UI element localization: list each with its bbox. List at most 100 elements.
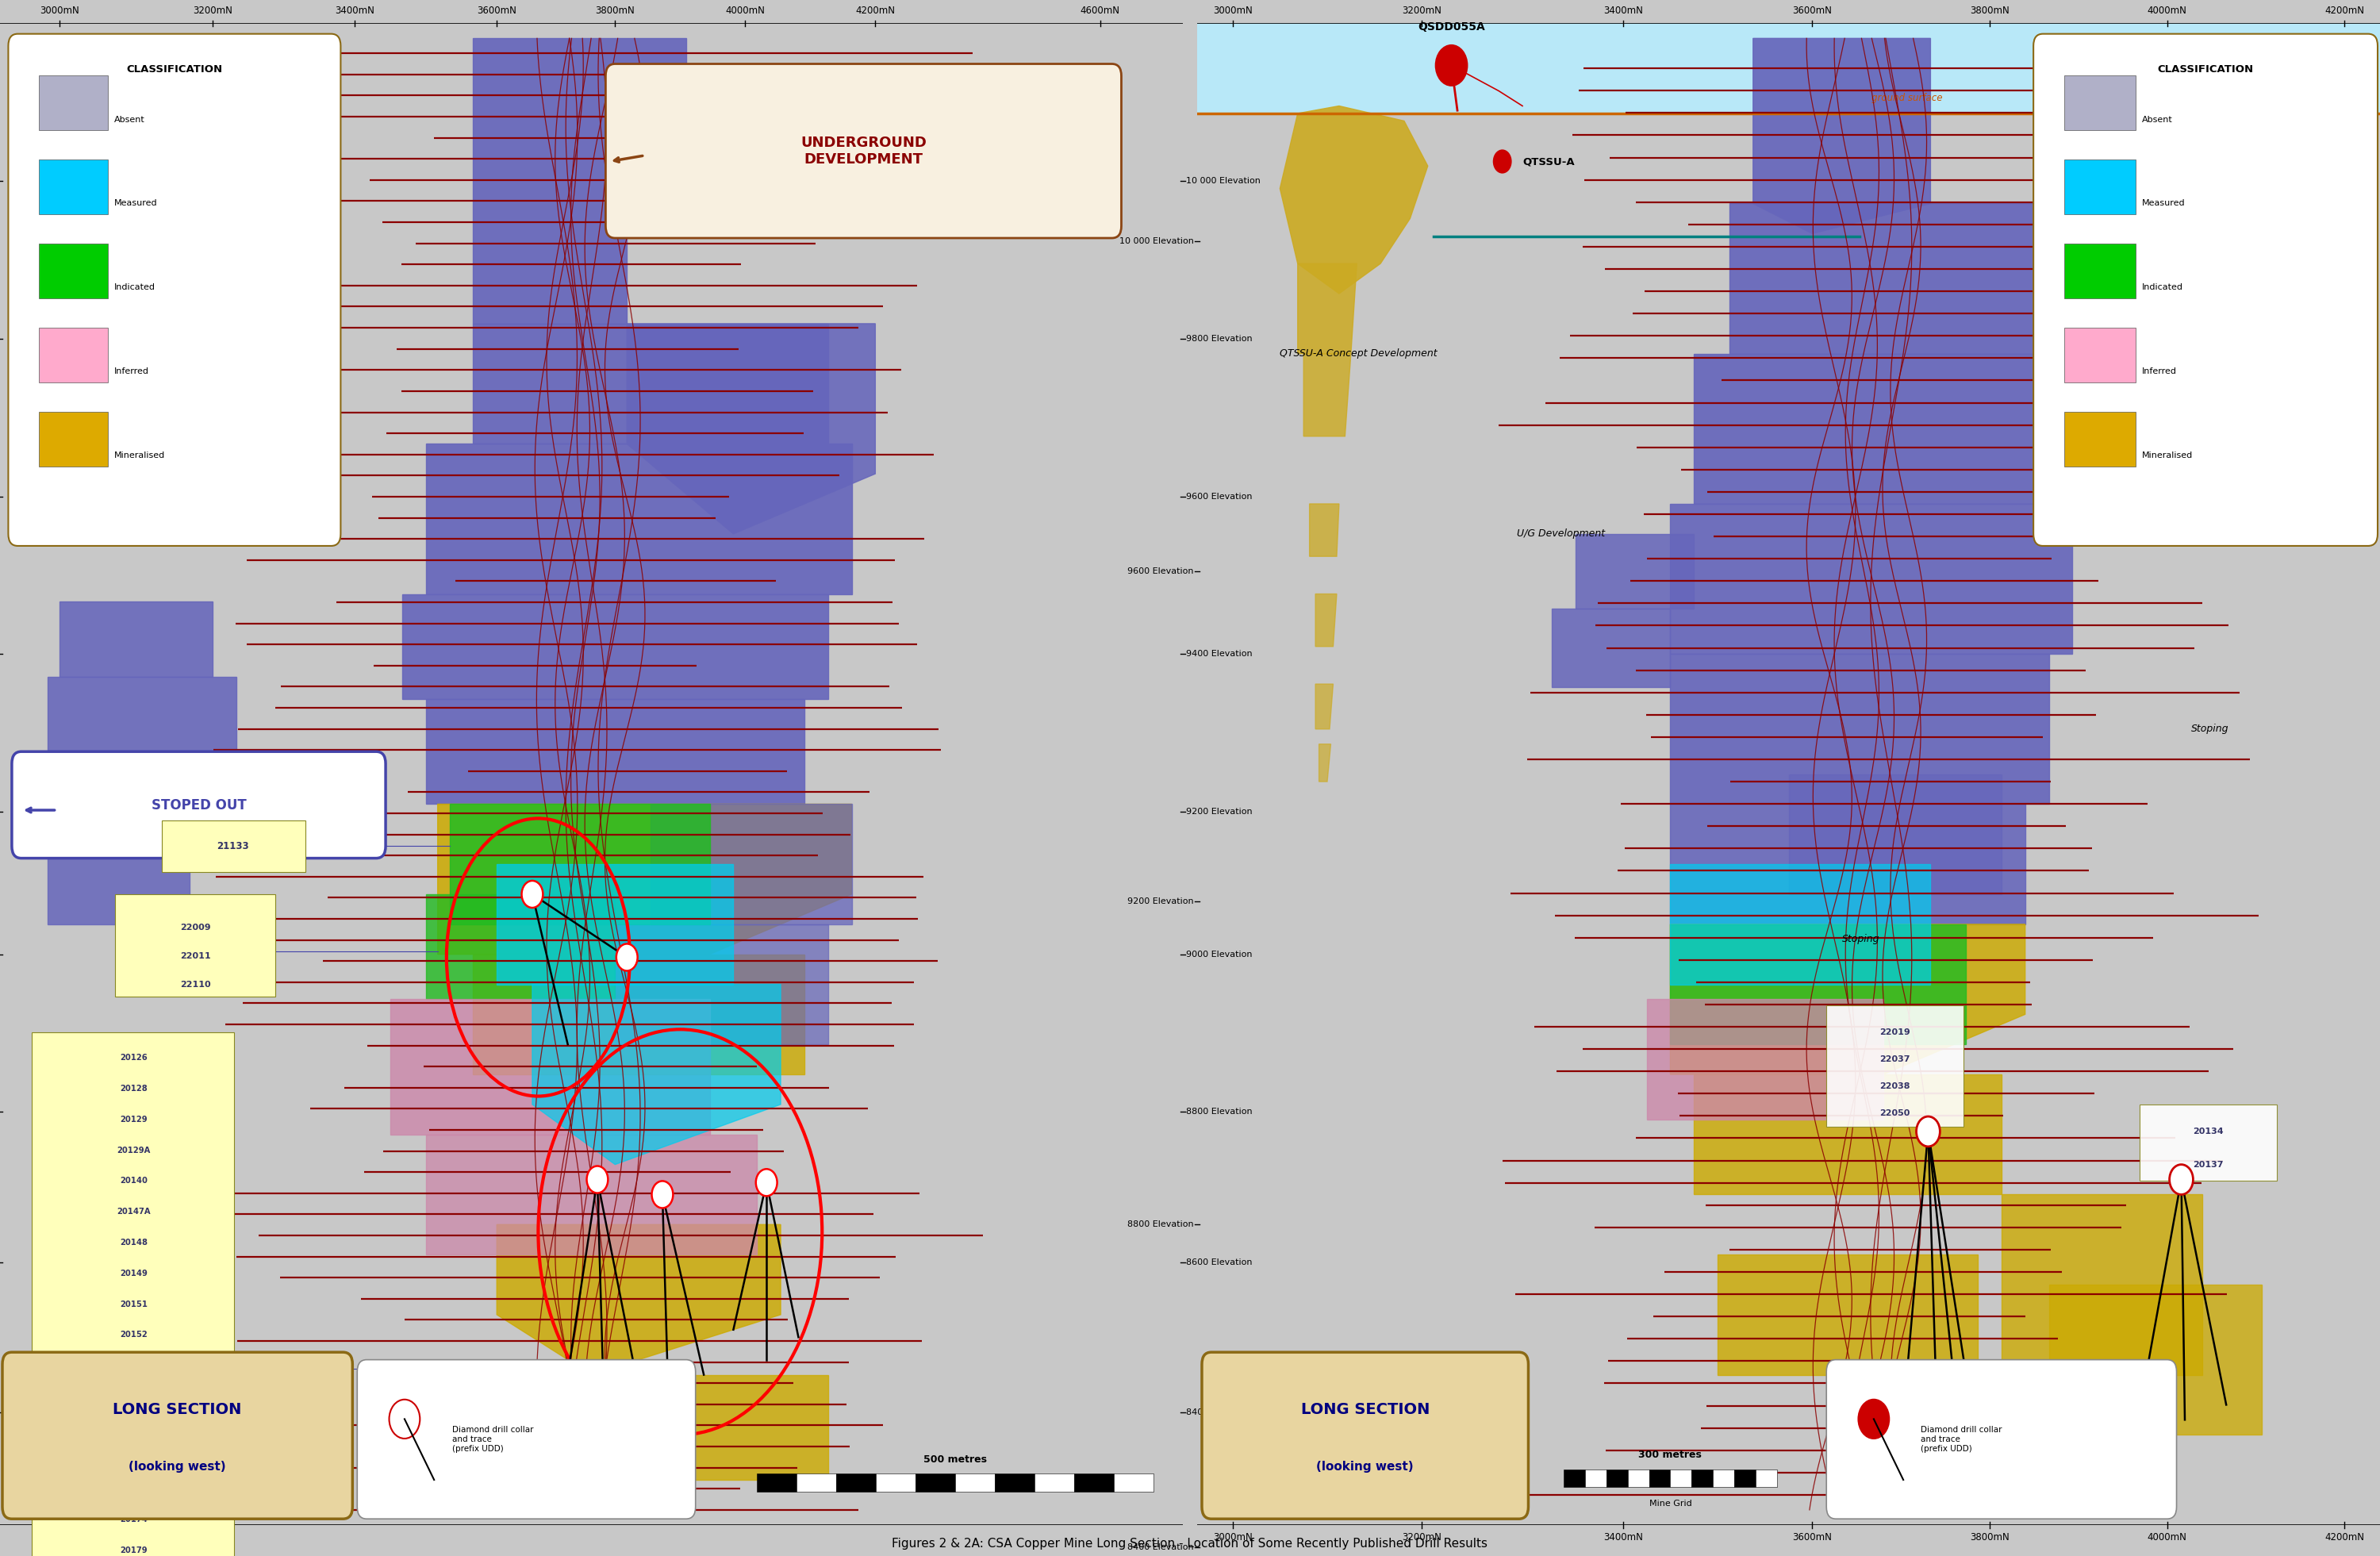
Bar: [1692, 1469, 1714, 1488]
Bar: [1114, 1474, 1154, 1492]
Text: Stoping: Stoping: [2190, 724, 2228, 734]
Text: Figures 2 & 2A: CSA Copper Mine Long Section - Location of Some Recently Publish: Figures 2 & 2A: CSA Copper Mine Long Sec…: [892, 1537, 1488, 1550]
Polygon shape: [1647, 999, 1883, 1119]
Bar: [757, 1474, 797, 1492]
Text: 20179: 20179: [119, 1547, 148, 1554]
Bar: [916, 1474, 954, 1492]
Text: 20153: 20153: [119, 1362, 148, 1369]
Text: 20126: 20126: [119, 1053, 148, 1061]
Text: Mineralised: Mineralised: [114, 451, 164, 459]
Bar: [2063, 328, 2135, 383]
Text: (looking west): (looking west): [129, 1461, 226, 1474]
Bar: [995, 1474, 1035, 1492]
Text: Absent: Absent: [114, 115, 145, 123]
Text: Diamond drill collar
and trace
(prefix UDD): Diamond drill collar and trace (prefix U…: [452, 1427, 533, 1452]
Text: CLASSIFICATION: CLASSIFICATION: [126, 64, 221, 75]
Circle shape: [1859, 1399, 1890, 1439]
FancyBboxPatch shape: [2033, 34, 2378, 546]
Text: 20149: 20149: [119, 1270, 148, 1277]
Bar: [954, 1474, 995, 1492]
Text: Stoping: Stoping: [1842, 934, 1880, 944]
Bar: [1197, 23, 2380, 114]
Text: 9200 Elevation: 9200 Elevation: [1128, 898, 1195, 906]
Polygon shape: [390, 999, 709, 1134]
Polygon shape: [1316, 594, 1338, 646]
Bar: [1585, 1469, 1606, 1488]
Text: Diamond drill collar
and trace
(prefix UDD): Diamond drill collar and trace (prefix U…: [1921, 1427, 2002, 1452]
Text: 20137: 20137: [2194, 1161, 2223, 1169]
Text: 22038: 22038: [1880, 1083, 1911, 1091]
Polygon shape: [1695, 353, 2085, 504]
Polygon shape: [48, 677, 236, 759]
FancyBboxPatch shape: [114, 895, 276, 996]
FancyBboxPatch shape: [2, 1352, 352, 1519]
Polygon shape: [1671, 504, 2073, 654]
Text: 20174: 20174: [119, 1516, 148, 1523]
Text: 20152: 20152: [119, 1330, 148, 1338]
Polygon shape: [2049, 1285, 2261, 1435]
Text: 10 000 Elevation: 10 000 Elevation: [1119, 237, 1195, 244]
Text: 4200mN: 4200mN: [2325, 1533, 2363, 1542]
Text: 3200mN: 3200mN: [1402, 6, 1442, 16]
Polygon shape: [48, 759, 259, 842]
Text: 500 metres: 500 metres: [923, 1455, 988, 1464]
Bar: [38, 328, 107, 383]
Text: 8600 Elevation: 8600 Elevation: [1185, 1259, 1252, 1267]
Bar: [1564, 1469, 1585, 1488]
Text: 8400 Elevation: 8400 Elevation: [1185, 1408, 1252, 1416]
Text: CLASSIFICATION: CLASSIFICATION: [2159, 64, 2254, 75]
Bar: [1035, 1474, 1073, 1492]
Polygon shape: [474, 954, 804, 1074]
FancyBboxPatch shape: [31, 1032, 233, 1556]
Bar: [1714, 1469, 1735, 1488]
Text: 3600mN: 3600mN: [1792, 1533, 1833, 1542]
Text: 20160: 20160: [119, 1393, 148, 1400]
Text: Inferred: Inferred: [2142, 367, 2178, 375]
Polygon shape: [2002, 1195, 2202, 1376]
Polygon shape: [626, 324, 876, 534]
Text: 9600 Elevation: 9600 Elevation: [1128, 568, 1195, 576]
Text: 20147A: 20147A: [117, 1207, 150, 1215]
Text: 8800 Elevation: 8800 Elevation: [1185, 1108, 1252, 1116]
Bar: [2063, 75, 2135, 131]
Circle shape: [616, 944, 638, 971]
Bar: [797, 1474, 835, 1492]
Polygon shape: [614, 924, 828, 1044]
Polygon shape: [1790, 773, 2002, 895]
Text: 3000mN: 3000mN: [1214, 6, 1252, 16]
Text: 20128: 20128: [119, 1085, 148, 1092]
Text: 4000mN: 4000mN: [726, 6, 764, 16]
Polygon shape: [474, 39, 685, 324]
Text: 10 000 Elevation: 10 000 Elevation: [1185, 177, 1261, 185]
Polygon shape: [533, 1376, 828, 1480]
Polygon shape: [1754, 39, 1930, 233]
Circle shape: [1916, 1117, 1940, 1147]
Text: 3800mN: 3800mN: [595, 6, 635, 16]
Text: 20165: 20165: [119, 1455, 148, 1463]
Bar: [1607, 1469, 1628, 1488]
Polygon shape: [1576, 534, 1695, 608]
Text: ground surface: ground surface: [1871, 93, 1942, 103]
Text: 3600mN: 3600mN: [1792, 6, 1833, 16]
Text: 8800 Elevation: 8800 Elevation: [1128, 1220, 1195, 1229]
Text: 22037: 22037: [1880, 1055, 1911, 1063]
Text: 9600 Elevation: 9600 Elevation: [1185, 492, 1252, 501]
Text: 3400mN: 3400mN: [1604, 6, 1642, 16]
FancyBboxPatch shape: [605, 64, 1121, 238]
Polygon shape: [1304, 353, 1352, 436]
Polygon shape: [1718, 1254, 1978, 1376]
Text: 22050: 22050: [1880, 1109, 1911, 1117]
Polygon shape: [426, 699, 804, 804]
Text: 3400mN: 3400mN: [1604, 1533, 1642, 1542]
Bar: [1073, 1474, 1114, 1492]
Bar: [835, 1474, 876, 1492]
Polygon shape: [533, 985, 781, 1164]
Polygon shape: [474, 324, 828, 443]
Text: 21133: 21133: [217, 842, 250, 851]
Bar: [38, 159, 107, 215]
Polygon shape: [1280, 106, 1428, 294]
Circle shape: [1435, 45, 1468, 87]
Bar: [1649, 1469, 1671, 1488]
Text: 3400mN: 3400mN: [336, 6, 374, 16]
Text: QTSSU-A Concept Development: QTSSU-A Concept Development: [1280, 349, 1438, 359]
